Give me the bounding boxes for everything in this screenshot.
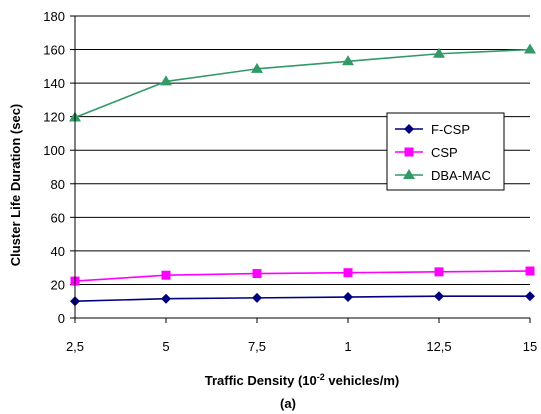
x-tick-label: 5 <box>162 339 169 354</box>
y-tick-label: 180 <box>43 9 65 24</box>
x-tick-label: 15 <box>523 339 537 354</box>
legend-label-csp: CSP <box>431 145 458 160</box>
series-line-csp <box>74 270 531 282</box>
x-axis-title-sup: -2 <box>317 372 325 382</box>
legend: F-CSP CSP DBA-MAC <box>386 112 505 191</box>
y-tick-label: 100 <box>43 143 65 158</box>
data-point-f-csp <box>343 292 353 303</box>
data-point-f-csp <box>161 293 171 304</box>
x-axis-title-suffix: vehicles/m) <box>325 373 399 388</box>
y-tick-label: 120 <box>43 110 65 125</box>
y-tick-label: 160 <box>43 43 65 58</box>
data-point-dba-mac <box>433 47 445 58</box>
x-axis-title-main: Traffic Density (10 <box>205 373 317 388</box>
legend-marker-f-csp <box>404 124 414 134</box>
legend-marker-csp <box>404 147 414 157</box>
data-point-dba-mac <box>342 55 354 66</box>
series-line-dba-mac <box>74 48 531 119</box>
x-tick-labels: 2,5 5 7,5 1 12,5 15 <box>66 318 537 354</box>
x-tick-label: 7,5 <box>248 339 266 354</box>
y-axis-title: Cluster Life Duration (sec) <box>8 104 23 267</box>
legend-label-dba-mac: DBA-MAC <box>431 168 491 183</box>
series-line-f-csp <box>74 295 530 303</box>
x-tick-label: 1 <box>344 339 351 354</box>
data-point-csp <box>343 268 353 278</box>
x-axis-title: Traffic Density (10-2 vehicles/m) <box>205 372 399 388</box>
data-point-dba-mac <box>160 75 172 86</box>
data-point-csp <box>525 266 535 276</box>
x-tick-label: 12,5 <box>426 339 451 354</box>
figure-caption: (a) <box>280 396 296 411</box>
legend-label-f-csp: F-CSP <box>431 122 470 137</box>
y-tick-label: 20 <box>51 277 65 292</box>
data-point-f-csp <box>434 291 444 302</box>
data-point-csp <box>161 270 171 280</box>
y-tick-label: 0 <box>58 311 65 326</box>
series-group <box>69 43 536 307</box>
data-point-csp <box>252 269 262 279</box>
y-tick-label: 60 <box>51 210 65 225</box>
data-point-f-csp <box>252 292 262 303</box>
y-tick-labels: 0 20 40 60 80 100 120 140 160 180 <box>43 9 75 326</box>
data-point-csp <box>434 267 444 277</box>
legend-marker-dba-mac <box>403 169 415 179</box>
data-point-dba-mac <box>251 62 263 73</box>
data-point-dba-mac <box>524 43 536 54</box>
y-tick-label: 40 <box>51 244 65 259</box>
y-tick-label: 140 <box>43 76 65 91</box>
x-tick-label: 2,5 <box>66 339 84 354</box>
y-tick-label: 80 <box>51 177 65 192</box>
data-point-f-csp <box>525 291 535 302</box>
grid-lines <box>75 15 530 319</box>
